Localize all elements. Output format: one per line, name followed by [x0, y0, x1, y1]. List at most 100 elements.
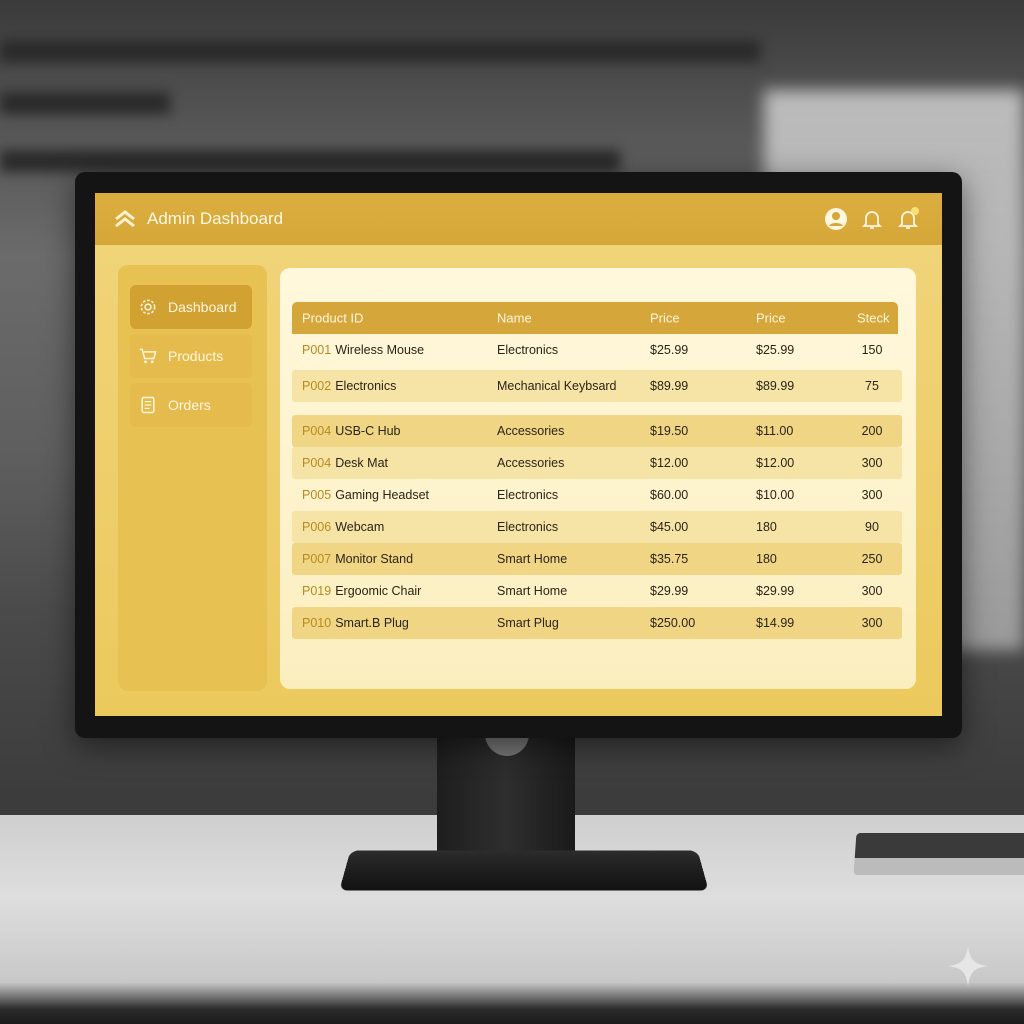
sparkle-icon — [948, 946, 988, 986]
product-cell: P005 Gaming Headset — [302, 488, 429, 502]
product-name: Gaming Headset — [335, 488, 430, 502]
app-header: Admin Dashboard — [95, 193, 942, 245]
price-cell: $19.50 — [650, 424, 689, 438]
table-header: Product ID Name Price Price Steck — [292, 302, 898, 334]
product-cell: P002 Electronics — [302, 379, 396, 393]
gear-icon — [140, 299, 156, 315]
stock-cell: 90 — [865, 520, 879, 534]
product-id: P005 — [302, 488, 332, 502]
price-cell: $25.99 — [650, 343, 689, 357]
stock-cell: 200 — [861, 424, 883, 438]
price-cell: $11.00 — [756, 424, 794, 438]
app-title: Admin Dashboard — [147, 209, 284, 228]
product-cell: P004 USB-C Hub — [302, 424, 401, 438]
main-panel: Product ID Name Price Price Steck P001 Wi… — [280, 268, 916, 689]
stock-cell: 250 — [861, 552, 883, 566]
sidebar-item-orders[interactable]: Orders — [130, 383, 252, 427]
product-id: P006 — [302, 520, 332, 534]
logo-chevrons-icon — [115, 210, 135, 228]
notification-bell-icon[interactable] — [896, 207, 920, 231]
stock-cell: 75 — [865, 379, 879, 393]
background-beam — [0, 150, 620, 172]
column-header[interactable]: Price — [756, 310, 786, 326]
column-header[interactable]: Product ID — [302, 310, 364, 326]
background-beam — [0, 92, 170, 114]
price-cell: $12.00 — [650, 456, 689, 470]
price-cell: $25.99 — [756, 343, 795, 357]
table-row[interactable]: P010 Smart.B Plug Smart Plug $250.00 $14.99 3… — [292, 607, 902, 639]
name-cell: Electronics — [497, 343, 559, 357]
sidebar-item-products[interactable]: Products — [130, 334, 252, 378]
price-cell: $45.00 — [650, 520, 689, 534]
column-header[interactable]: Steck — [857, 310, 890, 326]
name-cell: Smart Home — [497, 584, 568, 598]
name-cell: Mechanical Keybsard — [497, 379, 617, 393]
table-row[interactable]: P006 Webcam Electronics $45.00 180 90 — [292, 511, 902, 543]
product-id: P007 — [302, 552, 332, 566]
sidebar-item-label: Dashboard — [168, 299, 237, 315]
table-row[interactable]: P002 Electronics Mechanical Keybsard $89.99… — [292, 370, 902, 402]
price-cell: 180 — [756, 552, 777, 566]
document-icon — [141, 396, 155, 414]
product-name: Desk Mat — [335, 456, 388, 470]
product-id: P010 — [302, 616, 332, 630]
table-row[interactable]: P007 Monitor Stand Smart Home $35.75 180 250 — [292, 543, 902, 575]
stock-cell: 300 — [861, 488, 883, 502]
price-cell: $60.00 — [650, 488, 689, 502]
table-row[interactable]: P001 Wireless Mouse Electronics $25.99 $25.9… — [292, 334, 902, 366]
sidebar-item-dashboard[interactable]: Dashboard — [130, 285, 252, 329]
product-name: Wireless Mouse — [335, 343, 425, 357]
name-cell: Accessories — [497, 424, 565, 438]
product-id: P001 — [302, 343, 332, 357]
product-id: P004 — [302, 456, 332, 470]
name-cell: Smart Plug — [497, 616, 559, 630]
cart-icon — [139, 348, 157, 364]
product-cell: P007 Monitor Stand — [302, 552, 413, 566]
price-cell: $29.99 — [650, 584, 689, 598]
price-cell: $250.00 — [650, 616, 696, 630]
price-cell: $89.99 — [650, 379, 689, 393]
stock-cell: 150 — [861, 343, 883, 357]
product-cell: P019 Ergoomic Chair — [302, 584, 421, 598]
notebook — [853, 833, 1024, 875]
product-name: Webcam — [335, 520, 385, 534]
product-id: P002 — [302, 379, 332, 393]
stock-cell: 300 — [861, 584, 883, 598]
product-name: Smart.B Plug — [335, 616, 409, 630]
product-cell: P006 Webcam — [302, 520, 384, 534]
name-cell: Electronics — [497, 488, 559, 502]
sidebar-item-label: Orders — [168, 397, 211, 413]
monitor-screen: Admin Dashboard Dashboard Products Order… — [95, 193, 942, 716]
name-cell: Electronics — [497, 520, 559, 534]
user-avatar-icon[interactable] — [824, 207, 848, 231]
price-cell: $89.99 — [756, 379, 795, 393]
product-name: Electronics — [335, 379, 397, 393]
product-name: Ergoomic Chair — [335, 584, 422, 598]
price-cell: $35.75 — [650, 552, 689, 566]
column-header[interactable]: Name — [497, 310, 532, 326]
stock-cell: 300 — [861, 456, 883, 470]
product-cell: P010 Smart.B Plug — [302, 616, 409, 630]
price-cell: $14.99 — [756, 616, 795, 630]
price-cell: 180 — [756, 520, 777, 534]
name-cell: Accessories — [497, 456, 565, 470]
bell-icon[interactable] — [860, 207, 884, 231]
stock-cell: 300 — [861, 616, 883, 630]
sidebar: Dashboard Products Orders — [118, 265, 267, 691]
product-name: USB-C Hub — [335, 424, 401, 438]
product-id: P004 — [302, 424, 332, 438]
product-name: Monitor Stand — [335, 552, 414, 566]
table-row[interactable]: P004 USB-C Hub Accessories $19.50 $11.00 200 — [292, 415, 902, 447]
background-beam — [0, 40, 760, 62]
monitor-stand-base — [339, 850, 709, 891]
column-header[interactable]: Price — [650, 310, 680, 326]
price-cell: $29.99 — [756, 584, 795, 598]
product-cell: P001 Wireless Mouse — [302, 343, 424, 357]
price-cell: $12.00 — [756, 456, 795, 470]
table-row[interactable]: P004 Desk Mat Accessories $12.00 $12.00 300 — [292, 447, 902, 479]
table-row[interactable]: P005 Gaming Headset Electronics $60.00 $10.0… — [292, 479, 902, 511]
product-id: P019 — [302, 584, 332, 598]
table-row[interactable]: P019 Ergoomic Chair Smart Home $29.99 $29.99… — [292, 575, 902, 607]
product-cell: P004 Desk Mat — [302, 456, 388, 470]
sidebar-item-label: Products — [168, 348, 224, 364]
